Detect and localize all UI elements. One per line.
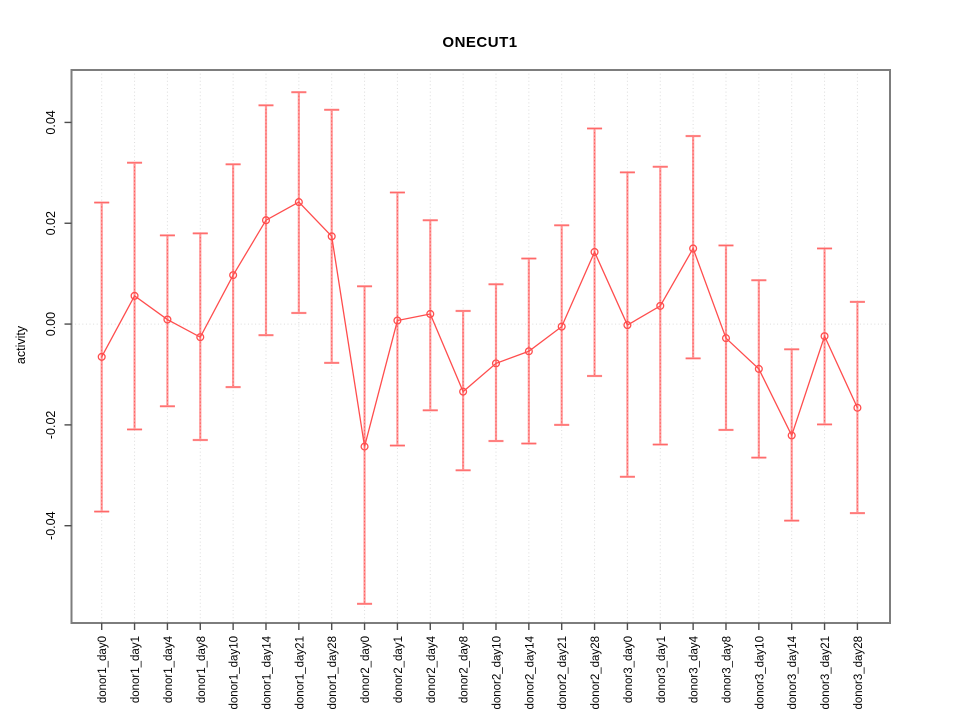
data-point-donor1_day1 bbox=[130, 291, 139, 300]
y-tick-label: 0.00 bbox=[44, 312, 58, 336]
data-point-donor2_day1 bbox=[393, 316, 402, 325]
x-tick-label-donor3_day1: donor3_day1 bbox=[656, 636, 668, 703]
x-tick-label-donor2_day8: donor2_day8 bbox=[459, 636, 471, 703]
data-point-donor2_day14 bbox=[524, 347, 533, 356]
data-point-donor3_day8 bbox=[721, 334, 731, 343]
series-line bbox=[101, 201, 859, 447]
x-tick-label-donor3_day14: donor3_day14 bbox=[787, 635, 799, 709]
x-tick-label-donor1_day14: donor1_day14 bbox=[261, 635, 273, 709]
data-point-donor2_day28 bbox=[590, 247, 599, 257]
x-tick-label-donor1_day4: donor1_day4 bbox=[163, 635, 175, 703]
x-tick-label-donor2_day1: donor2_day1 bbox=[393, 636, 405, 703]
x-tick-label-donor2_day4: donor2_day4 bbox=[426, 635, 438, 703]
y-tick-label: -0.04 bbox=[44, 511, 58, 540]
data-point-donor1_day28 bbox=[327, 232, 336, 241]
x-tick-label-donor3_day10: donor3_day10 bbox=[754, 636, 766, 710]
x-tick-label-donor1_day1: donor1_day1 bbox=[130, 636, 142, 703]
error-bar-donor1_day4 bbox=[159, 234, 175, 408]
data-point-donor3_day14 bbox=[787, 431, 796, 440]
data-point-donor3_day0 bbox=[623, 321, 632, 330]
data-point-donor3_day10 bbox=[754, 364, 763, 373]
x-tick-label-donor3_day21: donor3_day21 bbox=[820, 636, 832, 710]
data-point-donor1_day21 bbox=[294, 198, 303, 207]
error-bar-donor2_day10 bbox=[488, 283, 504, 443]
x-tick-label-donor3_day4: donor3_day4 bbox=[689, 635, 701, 703]
data-point-donor2_day0 bbox=[360, 442, 369, 451]
x-tick-label-donor3_day28: donor3_day28 bbox=[853, 636, 865, 710]
y-tick-label: 0.02 bbox=[44, 211, 58, 235]
x-tick-label-donor2_day0: donor2_day0 bbox=[360, 636, 372, 703]
x-tick-label-donor1_day10: donor1_day10 bbox=[229, 636, 241, 710]
x-tick-label-donor2_day28: donor2_day28 bbox=[590, 636, 602, 710]
x-tick-label-donor3_day0: donor3_day0 bbox=[623, 636, 635, 703]
x-tick-label-donor2_day14: donor2_day14 bbox=[524, 635, 536, 709]
data-point-donor1_day4 bbox=[163, 315, 172, 324]
x-tick-label-donor2_day10: donor2_day10 bbox=[491, 636, 503, 710]
data-point-donor2_day21 bbox=[557, 322, 566, 331]
plot-border bbox=[70, 69, 891, 624]
x-tick-label-donor1_day8: donor1_day8 bbox=[196, 636, 208, 703]
data-point-donor2_day10 bbox=[491, 359, 501, 368]
data-point-donor1_day10 bbox=[229, 271, 238, 280]
data-point-donor3_day28 bbox=[853, 403, 862, 412]
x-tick-label-donor1_day28: donor1_day28 bbox=[327, 636, 339, 710]
x-tick-label-donor1_day0: donor1_day0 bbox=[97, 636, 109, 703]
data-point-donor2_day4 bbox=[426, 309, 435, 319]
data-point-donor2_day8 bbox=[459, 387, 468, 396]
data-point-donor3_day1 bbox=[656, 301, 665, 310]
x-tick-label-donor1_day21: donor1_day21 bbox=[294, 636, 306, 710]
data-point-donor3_day4 bbox=[689, 244, 698, 253]
data-point-donor3_day21 bbox=[820, 332, 829, 341]
x-tick-label-donor3_day8: donor3_day8 bbox=[721, 636, 733, 703]
y-tick-label: -0.02 bbox=[44, 411, 58, 440]
chart-title: ONECUT1 bbox=[442, 34, 518, 51]
error-bar-donor2_day1 bbox=[389, 191, 405, 447]
data-point-donor1_day0 bbox=[97, 352, 106, 361]
error-bar-donor1_day0 bbox=[94, 201, 110, 513]
y-tick-label: 0.04 bbox=[44, 110, 58, 134]
x-tick-label-donor2_day21: donor2_day21 bbox=[557, 636, 569, 710]
data-point-donor1_day8 bbox=[196, 333, 205, 342]
data-point-donor1_day14 bbox=[261, 216, 271, 225]
